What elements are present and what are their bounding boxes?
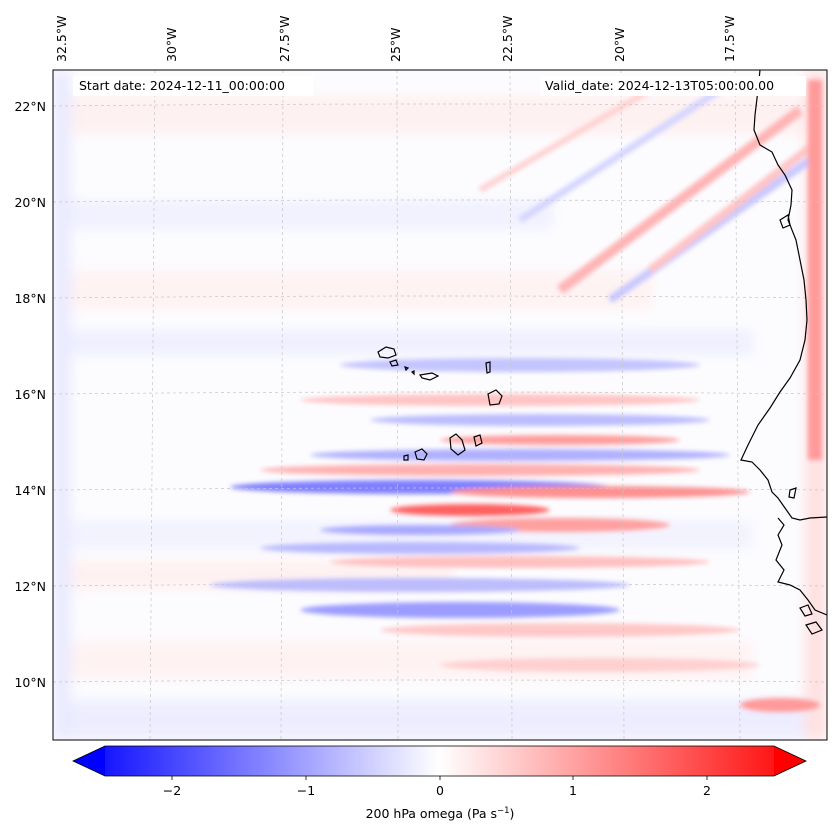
graticule — [53, 70, 827, 740]
lat-label: 14°N — [14, 483, 46, 498]
lat-label: 10°N — [14, 675, 46, 690]
lat-label: 12°N — [14, 579, 46, 594]
valid-date-label: Valid_date: 2024-12-13T05:00:00.00 — [545, 78, 774, 93]
lon-label: 22.5°W — [500, 16, 515, 62]
colorbar-label-main: 200 hPa omega (Pa s — [365, 806, 498, 822]
colorbar-tick: 2 — [703, 783, 711, 798]
colorbar-tick: −2 — [163, 783, 181, 798]
valid-label-bg — [540, 76, 806, 96]
lon-label: 25°W — [388, 27, 403, 62]
lon-label: 32.5°W — [54, 16, 69, 62]
lat-label: 18°N — [14, 291, 46, 306]
lon-label: 17.5°W — [722, 16, 737, 62]
colorbar-label-tail: ) — [509, 806, 515, 822]
colorbar-gradient — [73, 746, 806, 776]
lon-label: 30°W — [164, 27, 179, 62]
longitude-labels: 32.5°W 30°W 27.5°W 25°W 22.5°W 20°W 17.5… — [54, 16, 737, 62]
colorbar-max-extend — [774, 746, 806, 776]
lat-label: 22°N — [14, 99, 46, 114]
latitude-labels: 22°N 20°N 18°N 16°N 14°N 12°N 10°N — [14, 99, 46, 690]
colorbar: −2 −1 0 1 2 — [72, 745, 807, 798]
lon-label: 20°W — [612, 27, 627, 62]
map-frame — [52, 69, 828, 741]
colorbar-tick: −1 — [297, 783, 315, 798]
start-label-bg — [73, 76, 313, 96]
lat-label: 16°N — [14, 387, 46, 402]
coastline — [377, 70, 827, 635]
colorbar-label: 200 hPa omega (Pa s−1) — [0, 806, 837, 821]
lat-label: 20°N — [14, 195, 46, 210]
lon-label: 27.5°W — [277, 16, 292, 62]
colorbar-min-extend — [73, 746, 105, 776]
colorbar-label-sup: −1 — [497, 806, 510, 816]
colorbar-tick: 1 — [569, 783, 577, 798]
start-date-label: Start date: 2024-12-11_00:00:00 — [79, 78, 285, 93]
colorbar-tick: 0 — [436, 783, 444, 798]
colorbar-outline — [72, 745, 807, 777]
